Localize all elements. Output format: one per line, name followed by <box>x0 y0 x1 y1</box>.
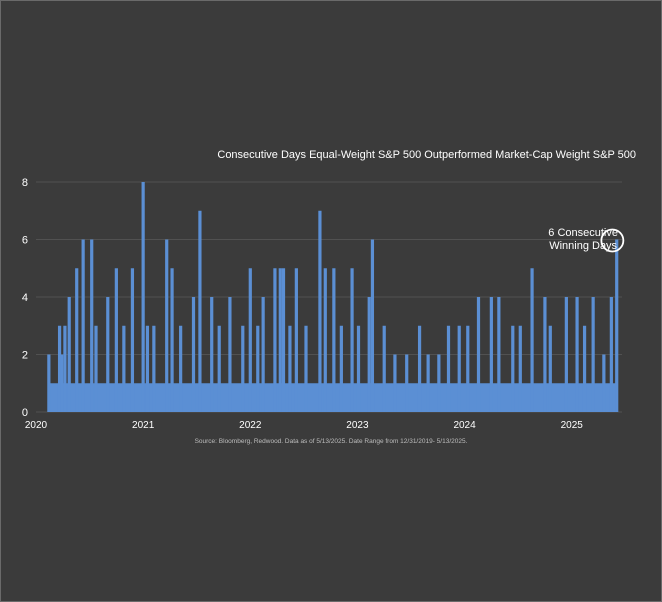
bar <box>130 268 135 412</box>
bar <box>323 268 327 412</box>
bar <box>228 297 232 412</box>
bar <box>60 354 64 412</box>
bar <box>609 297 613 412</box>
bar <box>575 297 579 412</box>
bar <box>278 268 282 412</box>
bar <box>530 268 534 412</box>
bar <box>67 297 71 412</box>
bar <box>476 297 481 412</box>
bar <box>591 297 595 412</box>
bar <box>81 239 85 412</box>
bar <box>198 210 202 412</box>
x-tick-label: 2023 <box>346 420 369 431</box>
bar <box>57 325 62 412</box>
bar <box>518 325 522 412</box>
x-tick-label: 2024 <box>453 420 476 431</box>
y-tick-label: 2 <box>22 350 28 362</box>
bar <box>543 297 547 412</box>
bar <box>106 297 110 412</box>
bar <box>256 325 260 412</box>
bar <box>511 325 515 412</box>
annotation-line-1: 6 Consecutive <box>548 227 618 239</box>
chart-title: Consecutive Days Equal-Weight S&P 500 Ou… <box>217 149 636 161</box>
bar <box>210 297 214 412</box>
bar <box>94 325 98 412</box>
bar <box>615 239 619 412</box>
bar <box>466 325 470 412</box>
highlight-circle <box>600 228 625 253</box>
bar <box>446 325 451 412</box>
x-tick-label: 2022 <box>239 420 262 431</box>
bar <box>318 210 322 412</box>
x-tick-label: 2020 <box>25 420 48 431</box>
bar <box>141 182 145 412</box>
bar <box>497 297 501 412</box>
bar <box>426 354 430 412</box>
bar <box>382 325 386 412</box>
bar <box>304 325 308 412</box>
bar <box>165 239 169 412</box>
bar <box>145 325 150 412</box>
bar <box>417 325 422 412</box>
bar <box>170 268 174 412</box>
annotation-label: 6 Consecutive Winning Days <box>548 227 618 253</box>
bar <box>90 239 94 412</box>
bar <box>332 268 336 412</box>
bar <box>370 239 375 412</box>
x-tick-label: 2025 <box>561 420 584 431</box>
bar <box>582 325 587 412</box>
bar <box>405 354 409 412</box>
bar <box>179 325 183 412</box>
bar <box>393 354 397 412</box>
y-tick-label: 8 <box>22 177 28 189</box>
bar <box>356 325 361 412</box>
x-tick-labels: 2020 2021 2022 2023 2024 2025 <box>25 420 583 431</box>
bar <box>339 325 343 412</box>
bar <box>294 268 298 412</box>
y-tick-labels: 0 2 4 6 8 <box>22 177 28 419</box>
bar <box>248 268 252 412</box>
bar <box>564 297 568 412</box>
bar <box>261 297 265 412</box>
annotation-line-2: Winning Days <box>549 240 618 252</box>
bar <box>489 297 493 412</box>
bar <box>217 325 221 412</box>
source-note: Source: Bloomberg, Redwood. Data as of 5… <box>194 438 468 445</box>
bar <box>122 325 126 412</box>
x-tick-label: 2021 <box>132 420 155 431</box>
bar <box>350 268 354 412</box>
y-tick-label: 0 <box>22 407 28 419</box>
bar <box>191 297 196 412</box>
bar <box>273 268 277 412</box>
y-tick-label: 6 <box>22 235 28 247</box>
bar <box>602 354 606 412</box>
bar <box>47 354 51 412</box>
bar <box>152 325 156 412</box>
bar <box>548 325 552 412</box>
data-bars <box>47 182 619 412</box>
bar <box>241 325 245 412</box>
bar <box>437 354 441 412</box>
bar <box>288 325 292 412</box>
bar <box>114 268 118 412</box>
bar <box>281 268 286 412</box>
bar <box>63 325 67 412</box>
y-tick-label: 4 <box>22 292 28 304</box>
bar <box>75 268 79 412</box>
bar <box>367 297 371 412</box>
bar <box>457 325 461 412</box>
